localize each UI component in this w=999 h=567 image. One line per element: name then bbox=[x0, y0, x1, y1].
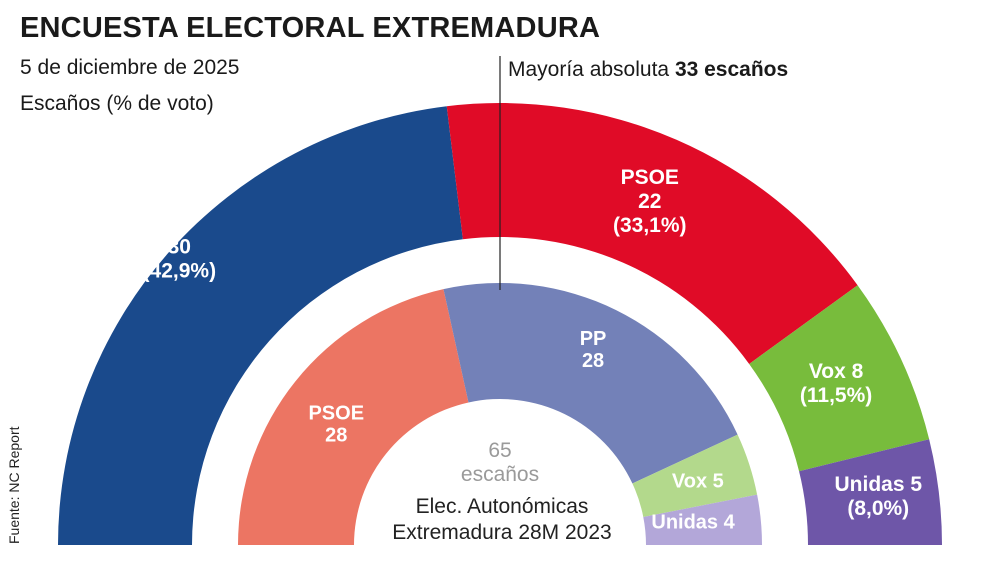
chart-title: ENCUESTA ELECTORAL EXTREMADURA bbox=[20, 12, 601, 44]
inner-label-vox: Vox 5 bbox=[672, 471, 724, 493]
inner-ring-title: Elec. Autonómicas Extremadura 28M 2023 bbox=[392, 495, 611, 544]
inner-label-unidas: Unidas 4 bbox=[651, 512, 735, 534]
inner-seat-bar-unidas bbox=[643, 494, 762, 545]
majority-label: Mayoría absoluta 33 escaños bbox=[508, 58, 788, 82]
outer-label-psoe: PSOE 22 (33,1%) bbox=[613, 166, 687, 237]
chart-subtitle: Escaños (% de voto) bbox=[20, 92, 214, 115]
inner-seat-bar-pp bbox=[443, 283, 738, 484]
outer-seat-bar-unidas bbox=[799, 439, 942, 545]
outer-seat-bar-pp bbox=[58, 106, 463, 545]
inner-seat-bar-psoe bbox=[238, 289, 469, 545]
center-total-seats: 65 escaños bbox=[461, 439, 539, 486]
outer-seat-bar-vox bbox=[749, 285, 930, 472]
majority-prefix: Mayoría absoluta bbox=[508, 58, 670, 81]
outer-label-vox: Vox 8 (11,5%) bbox=[800, 360, 872, 407]
outer-label-pp: PP 30 (42,9%) bbox=[143, 211, 217, 282]
survey-date: 5 de diciembre de 2025 bbox=[20, 56, 240, 79]
outer-seat-bar-psoe bbox=[446, 103, 858, 364]
inner-label-pp: PP 28 bbox=[580, 328, 607, 372]
inner-label-psoe: PSOE 28 bbox=[308, 403, 364, 447]
inner-seat-bar-vox bbox=[632, 434, 758, 517]
outer-label-unidas: Unidas 5 (8,0%) bbox=[835, 473, 923, 520]
majority-value: 33 escaños bbox=[674, 58, 789, 81]
